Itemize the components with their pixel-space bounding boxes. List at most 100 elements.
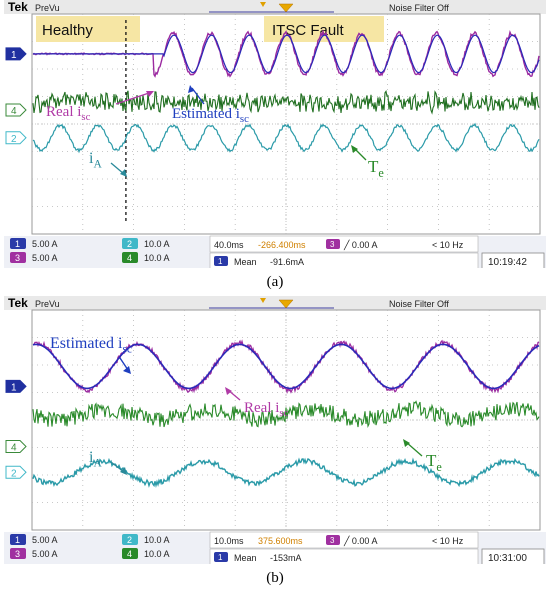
channel-marker-label: 1 bbox=[11, 50, 17, 61]
arrow-estimated-isc-head-icon bbox=[123, 366, 131, 374]
measurement-channel-badge bbox=[214, 552, 228, 562]
horizontal-position: 375.600ms bbox=[258, 536, 303, 546]
caption-b-text: (b) bbox=[266, 570, 284, 586]
annotation-estimated-isc: Estimated isc bbox=[50, 335, 132, 355]
clock-time: 10:19:42 bbox=[488, 257, 527, 268]
measurement-channel-label: 1 bbox=[218, 553, 223, 562]
channel-marker-2 bbox=[5, 465, 27, 479]
measurement-value: -153mA bbox=[270, 553, 302, 563]
measurement-box bbox=[209, 252, 479, 268]
channel-marker-1 bbox=[5, 47, 27, 61]
trigger-marker-icon bbox=[278, 299, 294, 309]
scope-panel-a: Tek PreVu Noise Filter Off Healthy ITSC Faul… bbox=[4, 0, 546, 268]
channel-badge-label: 3 bbox=[15, 549, 20, 559]
trigger-channel-label: 3 bbox=[330, 536, 335, 545]
trigger-frequency: < 10 Hz bbox=[432, 536, 464, 546]
channel-badge-label: 2 bbox=[127, 535, 132, 545]
channel-scale-2: 10.0 A bbox=[144, 535, 170, 545]
channel-scale-4: 10.0 A bbox=[144, 253, 170, 263]
channel-marker-label: 4 bbox=[11, 106, 17, 117]
trigger-level: ╱ 0.00 A bbox=[343, 535, 377, 547]
arrow-te bbox=[405, 441, 423, 457]
arrow-estimated-isc-head-icon bbox=[188, 85, 194, 93]
timebase-box bbox=[209, 235, 479, 253]
clock-box bbox=[481, 252, 545, 268]
timebase-value: 40.0ms bbox=[214, 240, 244, 250]
caption-b: (b) bbox=[0, 570, 550, 587]
channel-marker-1 bbox=[5, 379, 27, 393]
arrow-ia-head-icon bbox=[120, 169, 127, 177]
caption-a: (a) bbox=[0, 274, 550, 291]
trigger-frequency: < 10 Hz bbox=[432, 240, 464, 250]
measurement-label: Mean bbox=[234, 553, 257, 563]
channel-marker-4 bbox=[5, 103, 27, 117]
channel-marker-label: 2 bbox=[11, 134, 17, 145]
channel-badge-4 bbox=[122, 252, 138, 263]
header-bar bbox=[4, 0, 546, 14]
series-ia bbox=[32, 122, 540, 154]
annotation-estimated-isc: Estimated isc bbox=[172, 106, 249, 125]
mode-label: PreVu bbox=[35, 3, 60, 13]
clock-box bbox=[481, 548, 545, 564]
trigger-position-icon bbox=[260, 2, 266, 7]
arrow-te-head-icon bbox=[403, 439, 410, 447]
trigger-marker-icon bbox=[278, 3, 294, 13]
arrow-real-isc-head-icon bbox=[225, 387, 232, 395]
measurement-value: -91.6mA bbox=[270, 257, 304, 267]
noise-filter-label: Noise Filter Off bbox=[389, 299, 449, 309]
channel-badge-1 bbox=[10, 238, 26, 249]
arrow-ia-head-icon bbox=[120, 467, 127, 475]
caption-a-text: (a) bbox=[266, 274, 284, 290]
measurement-channel-label: 1 bbox=[218, 257, 223, 266]
annotation-te: Te bbox=[426, 451, 442, 474]
channel-badge-1 bbox=[10, 534, 26, 545]
region-healthy bbox=[36, 16, 140, 42]
region-label-healthy: Healthy bbox=[42, 22, 93, 39]
channel-scale-3: 5.00 A bbox=[32, 253, 58, 263]
noise-filter-label: Noise Filter Off bbox=[389, 3, 449, 13]
annotation-ia: iA bbox=[89, 449, 102, 469]
channel-scale-2: 10.0 A bbox=[144, 239, 170, 249]
series-estimated-isc bbox=[33, 34, 540, 74]
channel-badge-label: 3 bbox=[15, 253, 20, 263]
measurement-label: Mean bbox=[234, 257, 257, 267]
channel-scale-1: 5.00 A bbox=[32, 535, 58, 545]
measurement-box bbox=[209, 548, 479, 564]
channel-badge-label: 1 bbox=[15, 239, 20, 249]
trigger-channel-badge bbox=[326, 535, 340, 545]
channel-badge-label: 4 bbox=[127, 549, 132, 559]
clock-time: 10:31:00 bbox=[488, 553, 527, 564]
timebase-box bbox=[209, 531, 479, 549]
arrow-te-head-icon bbox=[351, 145, 358, 153]
channel-badge-label: 2 bbox=[127, 239, 132, 249]
timebase-value: 10.0ms bbox=[214, 536, 244, 546]
annotation-real-isc: Real isc bbox=[244, 400, 289, 419]
arrow-real-isc bbox=[115, 91, 153, 105]
channel-badge-2 bbox=[122, 534, 138, 545]
trigger-channel-label: 3 bbox=[330, 240, 335, 249]
arrow-estimated-isc bbox=[191, 87, 205, 105]
channel-badge-label: 4 bbox=[127, 253, 132, 263]
scope-panel-b: Tek PreVu Noise Filter Off Estimated isc Rea… bbox=[4, 296, 546, 564]
channel-marker-2 bbox=[5, 131, 27, 145]
tek-logo: Tek bbox=[8, 296, 28, 310]
measurement-channel-badge bbox=[214, 256, 228, 266]
channel-marker-label: 2 bbox=[11, 468, 17, 479]
annotation-real-isc: Real isc bbox=[46, 104, 91, 123]
channel-badge-4 bbox=[122, 548, 138, 559]
channel-scale-1: 5.00 A bbox=[32, 239, 58, 249]
channel-scale-4: 10.0 A bbox=[144, 549, 170, 559]
channel-badge-label: 1 bbox=[15, 535, 20, 545]
mode-label: PreVu bbox=[35, 299, 60, 309]
annotation-ia: iA bbox=[89, 150, 102, 170]
oscilloscope-screen-b: Tek PreVu Noise Filter Off Estimated isc Rea… bbox=[4, 296, 546, 564]
annotation-te: Te bbox=[368, 157, 384, 180]
channel-marker-label: 1 bbox=[11, 382, 17, 393]
series-te bbox=[32, 400, 540, 428]
header-bar bbox=[4, 296, 546, 310]
trigger-channel-badge bbox=[326, 239, 340, 249]
tek-logo: Tek bbox=[8, 0, 28, 14]
channel-badge-3 bbox=[10, 548, 26, 559]
channel-marker-4 bbox=[5, 440, 27, 453]
